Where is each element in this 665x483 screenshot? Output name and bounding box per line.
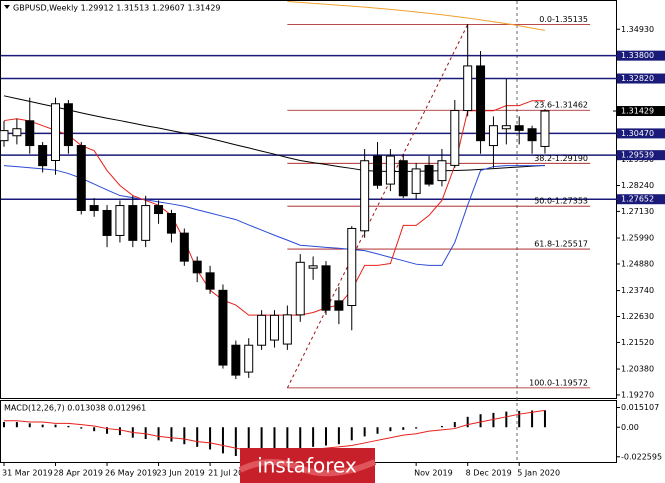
candle-body [38,145,48,167]
candle-body [347,227,357,307]
y-tick-label: 0.00 [621,423,639,432]
level-box [617,73,665,84]
x-tick-label: 21 Jul 2019 [208,469,253,478]
y-tick-label: 1.21520 [621,338,654,347]
candle-body [424,164,434,185]
candle-body [205,272,215,290]
candle-body [437,160,447,182]
x-tick-label: 31 Mar 2019 [2,469,53,478]
candle-body [257,314,267,346]
level-label: 1.27652 [621,195,654,204]
fib-label: 0.0-1.35135 [539,15,588,24]
x-tick-label: 26 May 2019 [105,469,157,478]
current-price-box [617,106,665,117]
candle-body [282,314,292,345]
candle-body [102,209,112,236]
y-tick-label: 0.015107 [621,403,659,412]
candle-body [488,125,498,147]
fib-label: 100.0-1.19572 [529,378,588,387]
level-box [617,150,665,161]
y-tick-label: 1.19270 [621,390,654,399]
macd-title: MACD(12,26,7) 0.013038 0.012961 [4,404,146,413]
candle-body [527,128,537,142]
level-label: 1.30470 [621,129,654,138]
candle-body [360,160,370,232]
candle-body [269,314,279,341]
candle-body [385,155,395,185]
candle-body [308,265,318,269]
y-tick-label: 1.22630 [621,312,654,321]
y-tick-label: 1.27130 [621,207,654,216]
x-tick-label: 8 Dec 2019 [466,469,512,478]
candle-body [295,261,305,316]
candle-body [63,103,73,147]
y-tick-label: 1.28240 [621,181,654,190]
candle-body [334,300,344,311]
watermark: instaforex [257,454,357,478]
candle-body [540,110,550,147]
candle-body [192,260,202,274]
y-tick-label: -0.022595 [621,452,662,461]
level-label: 1.32820 [621,74,654,83]
level-label: 1.33800 [621,51,654,60]
indicator-line [3,95,545,172]
symbol-marker [4,5,10,9]
candle-body [450,110,460,166]
level-box [617,50,665,61]
current-price-label: 1.31429 [621,107,654,116]
candle-body [321,265,331,311]
y-tick-label: 1.20380 [621,365,654,374]
candle-body [166,213,176,234]
candle-body [51,103,61,162]
level-label: 1.29539 [621,151,654,160]
x-tick-label: 28 Apr 2019 [54,469,103,478]
fib-trendline [286,24,469,389]
level-box [617,128,665,139]
candle-body [463,65,473,112]
candle-body [231,344,241,376]
chart-title: GBPUSD,Weekly 1.29912 1.31513 1.29607 1.… [13,4,221,13]
candle-body [25,120,35,147]
candle-body [373,155,383,186]
candle-body [115,205,125,236]
candle-body [179,232,189,262]
fib-label: 61.8-1.25517 [534,240,588,249]
fib-label: 50.0-1.27353 [534,197,588,206]
candle-body [476,65,486,142]
y-tick-label: 1.34930 [621,25,654,34]
indicator-line [287,0,546,31]
candle-body [411,168,421,194]
candle-body [218,289,228,366]
logo-wave [238,458,377,477]
x-tick-label: Nov 2019 [414,469,453,478]
candle-body [76,145,86,211]
y-tick-label: 1.25990 [621,234,654,243]
candle-body [501,125,511,130]
fib-label: 38.2-1.29190 [534,154,588,163]
level-box [617,194,665,205]
candle-body [154,205,164,215]
candle-body [514,125,524,131]
x-tick-label: 23 Jun 2019 [157,469,205,478]
candle-body [0,130,9,142]
indicator-line [3,165,545,266]
candle-body [12,128,22,137]
watermark-logo: instaforex [238,448,377,483]
fib-label: 23.6-1.31462 [534,101,588,110]
x-tick-label: 5 Jan 2020 [517,469,560,478]
candle-body [244,344,254,373]
candle-body [398,160,408,197]
candle-body [128,205,138,241]
candle-body [89,205,99,211]
y-tick-label: 1.24880 [621,259,654,268]
y-tick-label: 1.23740 [621,286,654,295]
candle-body [141,205,151,241]
